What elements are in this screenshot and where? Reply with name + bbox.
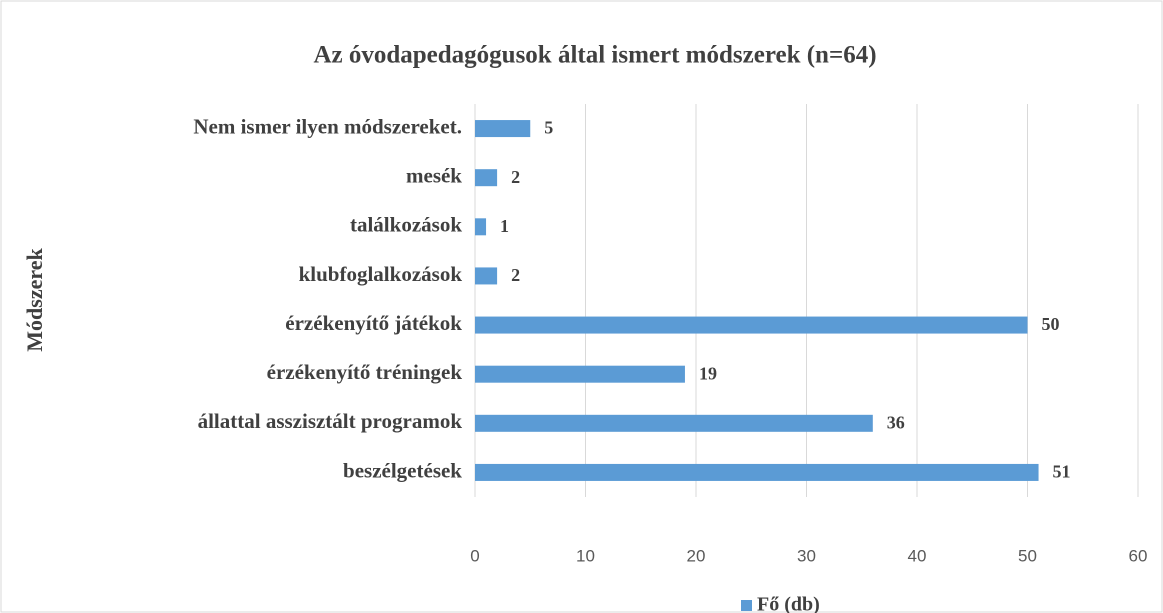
bar xyxy=(475,218,487,236)
data-label: 19 xyxy=(699,363,717,383)
y-tick-label: Nem ismer ilyen módszereket. xyxy=(193,114,462,138)
x-tick-label: 60 xyxy=(1129,546,1148,565)
data-label: 50 xyxy=(1042,314,1060,334)
legend-swatch xyxy=(741,600,752,611)
legend-label: Fő (db) xyxy=(757,594,820,613)
y-tick-label: állattal asszisztált programok xyxy=(198,409,463,433)
x-tick-label: 40 xyxy=(908,546,927,565)
data-label: 2 xyxy=(511,265,520,285)
bar xyxy=(475,365,685,383)
bar xyxy=(475,316,1028,334)
x-tick-label: 20 xyxy=(687,546,706,565)
bar xyxy=(475,463,1039,481)
bar xyxy=(475,120,531,138)
y-tick-label: mesék xyxy=(406,164,462,188)
bar xyxy=(475,414,873,432)
bar xyxy=(475,169,498,187)
data-label: 51 xyxy=(1053,462,1071,482)
x-tick-label: 10 xyxy=(576,546,595,565)
y-axis-label: Módszerek xyxy=(22,248,47,352)
y-tick-label: érzékenyítő tréningek xyxy=(267,360,463,384)
y-tick-label: találkozások xyxy=(350,213,462,237)
data-label: 1 xyxy=(500,216,509,236)
data-label: 2 xyxy=(511,167,520,187)
data-label: 36 xyxy=(887,412,905,432)
x-tick-label: 30 xyxy=(797,546,816,565)
x-tick-label: 0 xyxy=(470,546,479,565)
x-tick-label: 50 xyxy=(1018,546,1037,565)
y-tick-label: beszélgetések xyxy=(343,458,462,482)
y-tick-label: érzékenyítő játékok xyxy=(285,311,462,335)
chart-title: Az óvodapedagógusok által ismert módszer… xyxy=(313,42,876,69)
bar xyxy=(475,267,498,285)
data-label: 5 xyxy=(544,118,553,138)
y-tick-label: klubfoglalkozások xyxy=(299,262,463,286)
